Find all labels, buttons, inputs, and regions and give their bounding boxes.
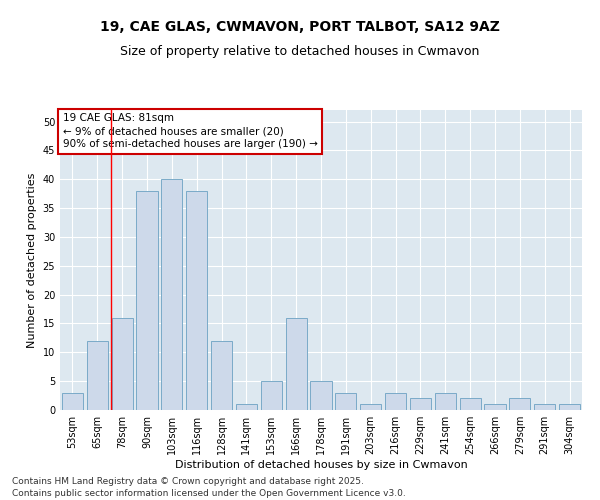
Text: Size of property relative to detached houses in Cwmavon: Size of property relative to detached ho…: [121, 45, 479, 58]
Bar: [410, 398, 431, 410]
Bar: [186, 191, 207, 410]
Bar: [261, 381, 282, 410]
Y-axis label: Number of detached properties: Number of detached properties: [27, 172, 37, 348]
Bar: [435, 392, 456, 410]
Bar: [460, 398, 481, 410]
Bar: [136, 191, 158, 410]
Bar: [335, 392, 356, 410]
Bar: [509, 398, 530, 410]
Bar: [62, 392, 83, 410]
Bar: [211, 341, 232, 410]
Bar: [286, 318, 307, 410]
Bar: [112, 318, 133, 410]
X-axis label: Distribution of detached houses by size in Cwmavon: Distribution of detached houses by size …: [175, 460, 467, 470]
Text: 19 CAE GLAS: 81sqm
← 9% of detached houses are smaller (20)
90% of semi-detached: 19 CAE GLAS: 81sqm ← 9% of detached hous…: [62, 113, 317, 150]
Bar: [385, 392, 406, 410]
Bar: [534, 404, 555, 410]
Bar: [559, 404, 580, 410]
Text: Contains HM Land Registry data © Crown copyright and database right 2025.
Contai: Contains HM Land Registry data © Crown c…: [12, 476, 406, 498]
Bar: [360, 404, 381, 410]
Bar: [236, 404, 257, 410]
Bar: [484, 404, 506, 410]
Bar: [161, 179, 182, 410]
Text: 19, CAE GLAS, CWMAVON, PORT TALBOT, SA12 9AZ: 19, CAE GLAS, CWMAVON, PORT TALBOT, SA12…: [100, 20, 500, 34]
Bar: [87, 341, 108, 410]
Bar: [310, 381, 332, 410]
